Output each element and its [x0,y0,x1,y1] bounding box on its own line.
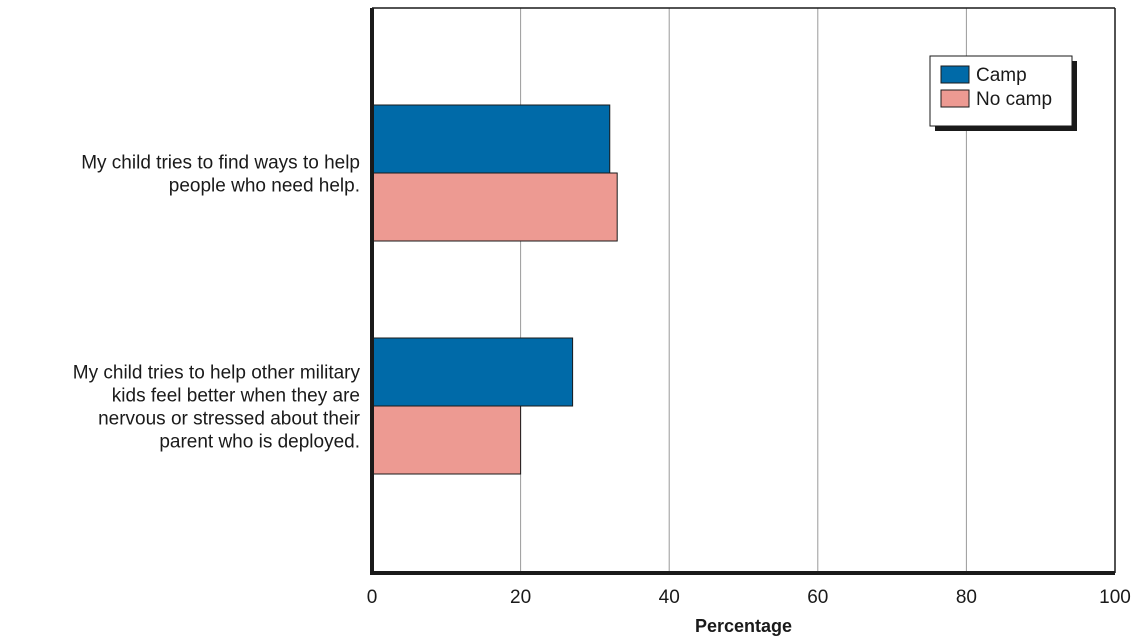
x-tick-label: 0 [367,587,378,608]
x-tick-labels: 0 20 40 60 80 100 [367,587,1131,608]
bar-camp [371,104,611,174]
bar-no-camp [371,172,618,242]
category-labels: My child tries to find ways to helppeopl… [73,153,361,453]
bar-camp [371,337,574,407]
axes [370,7,1116,575]
category-label: kids feel better when they are [112,386,360,407]
category-label: people who need help. [169,176,360,197]
category-label: My child tries to help other military [73,363,361,384]
legend: Camp No camp [929,55,1077,131]
category-label: parent who is deployed. [159,432,360,453]
x-tick-label: 20 [510,587,531,608]
x-tick-label: 80 [956,587,977,608]
x-tick-label: 60 [807,587,828,608]
legend-swatch [940,65,970,84]
bars [371,104,618,475]
x-tick-label: 40 [659,587,680,608]
category-label: nervous or stressed about their [98,409,361,430]
x-tick-label: 100 [1099,587,1131,608]
bar-no-camp [371,405,522,475]
legend-label: Camp [976,65,1027,86]
x-axis-label: Percentage [695,616,792,636]
legend-label: No camp [976,89,1052,110]
legend-swatch [940,89,970,108]
category-label: My child tries to find ways to help [81,153,360,174]
